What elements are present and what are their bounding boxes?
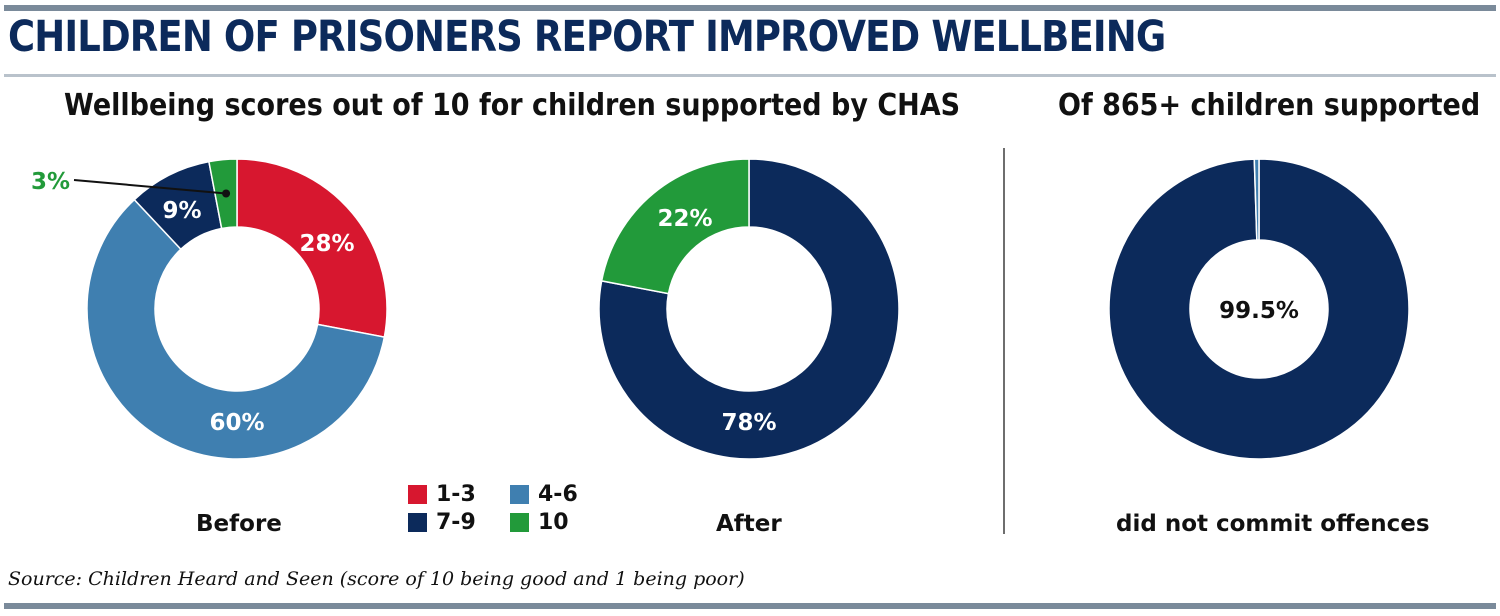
legend-item-4-6: 4-6 (510, 482, 578, 507)
donut-before-slice-4-6 (86, 198, 386, 460)
legend-item-1-3: 1-3 (408, 482, 476, 507)
legend-label: 10 (538, 510, 569, 535)
subtitle-wellbeing: Wellbeing scores out of 10 for children … (64, 88, 961, 123)
caption-after: After (716, 511, 782, 537)
donut-offences-slice-other (1253, 158, 1260, 241)
legend-label: 1-3 (436, 482, 476, 507)
legend-swatch (408, 485, 427, 504)
caption-before: Before (196, 511, 282, 537)
legend-item-7-9: 7-9 (408, 510, 476, 535)
legend-swatch (510, 485, 529, 504)
donut-before-label-4-6: 60% (209, 410, 264, 436)
source-note: Source: Children Heard and Seen (score o… (8, 568, 745, 590)
donut-after-label-7-9: 78% (721, 410, 776, 436)
legend-label: 7-9 (436, 510, 476, 535)
headline-rule (4, 74, 1496, 77)
donut-offences-slice-did-not-commit-offences (1108, 158, 1410, 460)
top-rule (4, 5, 1496, 11)
callout-dot-3pct (222, 189, 231, 198)
panel-divider (1003, 148, 1005, 534)
legend-swatch (408, 513, 427, 532)
donut-before-label-7-9: 9% (162, 198, 201, 224)
donut-after-label-10: 22% (657, 206, 712, 232)
caption-offences: did not commit offences (1116, 511, 1430, 537)
legend-label: 4-6 (538, 482, 578, 507)
subtitle-offences: Of 865+ children supported (1058, 88, 1481, 123)
headline: CHILDREN OF PRISONERS REPORT IMPROVED WE… (8, 12, 1166, 62)
donut-after-slice-7-9 (598, 158, 900, 460)
callout-line-3pct (73, 179, 227, 195)
legend-swatch (510, 513, 529, 532)
donut-before-slice-1-3 (236, 158, 388, 338)
donut-before-label-1-3: 28% (299, 231, 354, 257)
donut-after-slice-10 (600, 158, 750, 295)
donut-before-label-10: 3% (31, 169, 70, 195)
donut-offences-center-label: 99.5% (1219, 298, 1299, 324)
legend-item-10: 10 (510, 510, 569, 535)
bottom-rule (4, 603, 1496, 609)
